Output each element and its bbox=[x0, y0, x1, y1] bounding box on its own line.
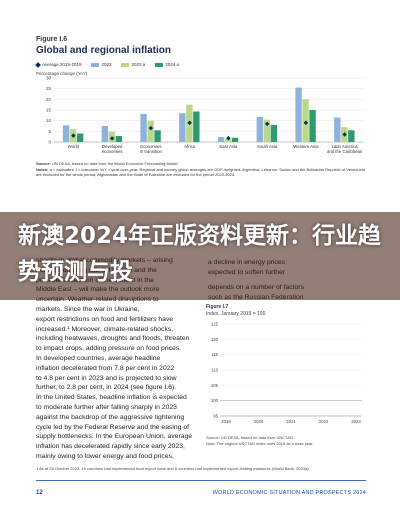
bar bbox=[270, 124, 278, 142]
left-text-line: markets. Since the war in Ukraine, bbox=[36, 305, 140, 313]
x-tick-label: South Asia bbox=[257, 144, 278, 149]
bar bbox=[217, 137, 225, 142]
left-text-line: In the United States, headline inflation… bbox=[36, 394, 187, 402]
left-text-line: inflation has decelerated rapidly since … bbox=[36, 443, 185, 451]
x-tick-label: Latin America bbox=[332, 144, 359, 149]
x-tick-label: 2023 bbox=[351, 419, 361, 424]
left-text-line: cycle led by the Federal Reserve and the… bbox=[36, 423, 190, 431]
left-text-line: further, to 2.8 per cent, in 2024 (see f… bbox=[36, 384, 177, 392]
average-marker bbox=[187, 120, 192, 126]
average-marker bbox=[71, 133, 76, 138]
y-tick-label: 105 bbox=[211, 383, 219, 388]
left-text-line: against the backdrop of the aggressive t… bbox=[36, 413, 185, 421]
bar bbox=[76, 133, 84, 142]
legend-item-2023: 2023 bbox=[91, 62, 111, 67]
x-tick-label: in transition bbox=[140, 149, 163, 154]
figure2-source: Source: UN DESA, based on data from UNCT… bbox=[206, 435, 314, 446]
x-tick-label: 2022 bbox=[319, 419, 329, 424]
y-axis-label: Percentage change (YoY) bbox=[36, 71, 88, 76]
y-tick-label: 15 bbox=[46, 108, 52, 113]
watermark-banner bbox=[0, 212, 400, 300]
figure2-header: Figure I.7 Index, January 2019 = 100 bbox=[206, 304, 265, 318]
bar bbox=[140, 113, 147, 142]
legend-item-average: Average 2015-2019 bbox=[35, 61, 81, 68]
bar bbox=[154, 130, 161, 142]
left-text-line: to 4.8 per cent in 2023 and is projected… bbox=[36, 374, 177, 382]
footnote: 1 As at 26 October 2023, 19 countries ha… bbox=[36, 466, 310, 471]
bar bbox=[193, 111, 200, 142]
y-tick-label: 10 bbox=[46, 118, 52, 123]
left-text-line: to moderate further after falling sharpl… bbox=[36, 403, 177, 411]
y-tick-label: 25 bbox=[46, 86, 52, 91]
report-title: WORLD ECONOMIC SITUATION AND PROSPECTS 2… bbox=[212, 490, 366, 496]
left-text-line: to impact crops, adding pressure on food… bbox=[36, 345, 182, 353]
bar bbox=[348, 130, 355, 142]
bar bbox=[115, 136, 123, 142]
y-tick-label: 95 bbox=[213, 414, 218, 419]
y-tick-label: 120 bbox=[211, 337, 219, 342]
watermark-text: 新澳2024年正版资料更新：行业趋势预测与投 bbox=[18, 223, 382, 285]
footer-divider bbox=[36, 480, 366, 481]
legend-item-2023a: 2023 a bbox=[121, 62, 145, 67]
left-text-line: In developed countries, average headline bbox=[36, 354, 161, 362]
swatch-icon bbox=[155, 62, 164, 67]
bar bbox=[231, 137, 239, 142]
x-tick-label: and the Caribbean bbox=[327, 149, 363, 154]
left-text-line: inflation decelerated from 7.8 per cent … bbox=[36, 364, 175, 372]
y-tick-label: 30 bbox=[46, 76, 52, 81]
bar bbox=[263, 119, 271, 142]
average-marker bbox=[226, 135, 231, 141]
x-tick-label: 2021 bbox=[286, 419, 296, 424]
swatch-icon bbox=[121, 62, 130, 67]
left-text-line: increased.¹ Moreover, climate-related sh… bbox=[36, 325, 174, 333]
left-text-line: mainly owing to lower energy and food pr… bbox=[36, 452, 174, 460]
bar bbox=[256, 116, 264, 142]
y-tick-label: 100 bbox=[211, 398, 219, 403]
y-tick-label: 125 bbox=[211, 322, 219, 327]
left-text-line: supply bottlenecks. In the European Unio… bbox=[36, 433, 193, 441]
left-text-line: including heatwaves, droughts and floods… bbox=[36, 335, 190, 343]
x-tick-label: World bbox=[68, 144, 80, 149]
y-tick-label: 20 bbox=[46, 97, 52, 102]
bar bbox=[309, 110, 316, 142]
legend-item-2024a: 2024 a bbox=[155, 62, 179, 67]
bar bbox=[334, 117, 341, 142]
bar bbox=[62, 125, 70, 142]
figure-label: Figure I.6 bbox=[36, 36, 68, 43]
left-text-line: export restrictions on food and fertiliz… bbox=[36, 315, 174, 323]
y-tick-label: 5 bbox=[48, 129, 51, 134]
x-tick-label: Western Asia bbox=[293, 144, 319, 149]
y-tick-label: 0 bbox=[48, 140, 51, 145]
x-tick-label: East Asia bbox=[219, 144, 238, 149]
swatch-icon bbox=[91, 62, 100, 67]
chart-legend: Average 2015-2019 2023 2023 a 2024 a bbox=[35, 61, 179, 68]
x-tick-label: 2019 bbox=[221, 419, 231, 424]
diamond-icon bbox=[35, 61, 41, 68]
y-tick-label: 110 bbox=[211, 368, 218, 373]
figure-title: Global and regional inflation bbox=[36, 45, 172, 56]
x-tick-label: 2020 bbox=[254, 419, 264, 424]
bar bbox=[101, 126, 109, 142]
bar bbox=[295, 87, 302, 142]
x-tick-label: economies bbox=[102, 149, 123, 154]
bar bbox=[224, 138, 232, 142]
figure2-label: Figure I.7 bbox=[206, 304, 229, 310]
bar bbox=[302, 99, 309, 142]
figure2-y-label: Index, January 2019 = 100 bbox=[206, 311, 266, 317]
x-tick-label: Developed bbox=[102, 144, 123, 149]
page-number: 12 bbox=[36, 490, 43, 496]
y-tick-label: 115 bbox=[211, 352, 218, 357]
bar bbox=[147, 120, 154, 142]
x-tick-label: Economies bbox=[140, 144, 161, 149]
bar bbox=[179, 113, 186, 142]
x-tick-label: Africa bbox=[184, 144, 196, 149]
figure-source: Source: UN DESA, based on data from the … bbox=[36, 161, 365, 177]
